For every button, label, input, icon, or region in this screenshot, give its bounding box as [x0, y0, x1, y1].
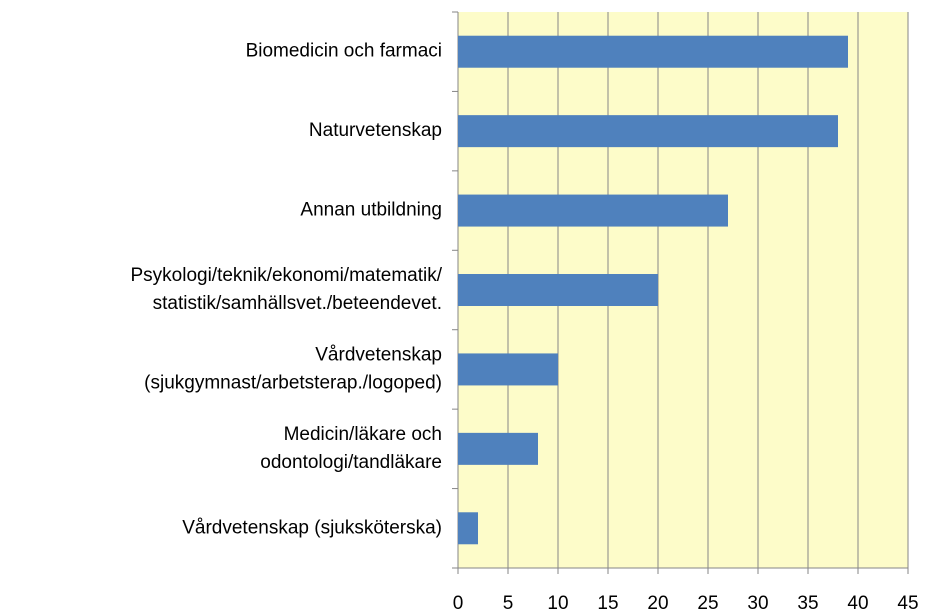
y-tick-label: Medicin/läkare och	[284, 424, 442, 445]
bar	[458, 194, 728, 227]
x-tick-label: 35	[797, 593, 818, 613]
bar	[458, 512, 478, 545]
y-tick-label: statistik/samhällsvet./beteendevet.	[153, 293, 442, 314]
x-tick-label: 5	[503, 593, 514, 613]
x-tick-label: 45	[897, 593, 918, 613]
y-tick-label: Psykologi/teknik/ekonomi/matematik/	[130, 265, 442, 286]
y-tick-label: odontologi/tandläkare	[260, 452, 442, 473]
x-tick-label: 25	[697, 593, 718, 613]
bar	[458, 274, 658, 306]
y-tick-label: Annan utbildning	[300, 200, 442, 221]
y-tick-label: Vårdvetenskap	[315, 344, 442, 365]
bar	[458, 115, 838, 148]
y-tick-label: Biomedicin och farmaci	[246, 41, 442, 62]
x-tick-label: 15	[597, 593, 618, 613]
y-tick-label: (sjukgymnast/arbetsterap./logoped)	[144, 372, 442, 393]
x-tick-label: 30	[747, 593, 768, 613]
bar	[458, 35, 848, 68]
y-tick-label: Naturvetenskap	[309, 120, 442, 141]
y-tick-label: Vårdvetenskap (sjuksköterska)	[182, 517, 442, 538]
x-tick-label: 10	[547, 593, 568, 613]
bar	[458, 432, 538, 465]
bar	[458, 353, 558, 386]
x-tick-label: 20	[647, 593, 668, 613]
x-tick-label: 40	[847, 593, 868, 613]
x-tick-label: 0	[453, 593, 464, 613]
